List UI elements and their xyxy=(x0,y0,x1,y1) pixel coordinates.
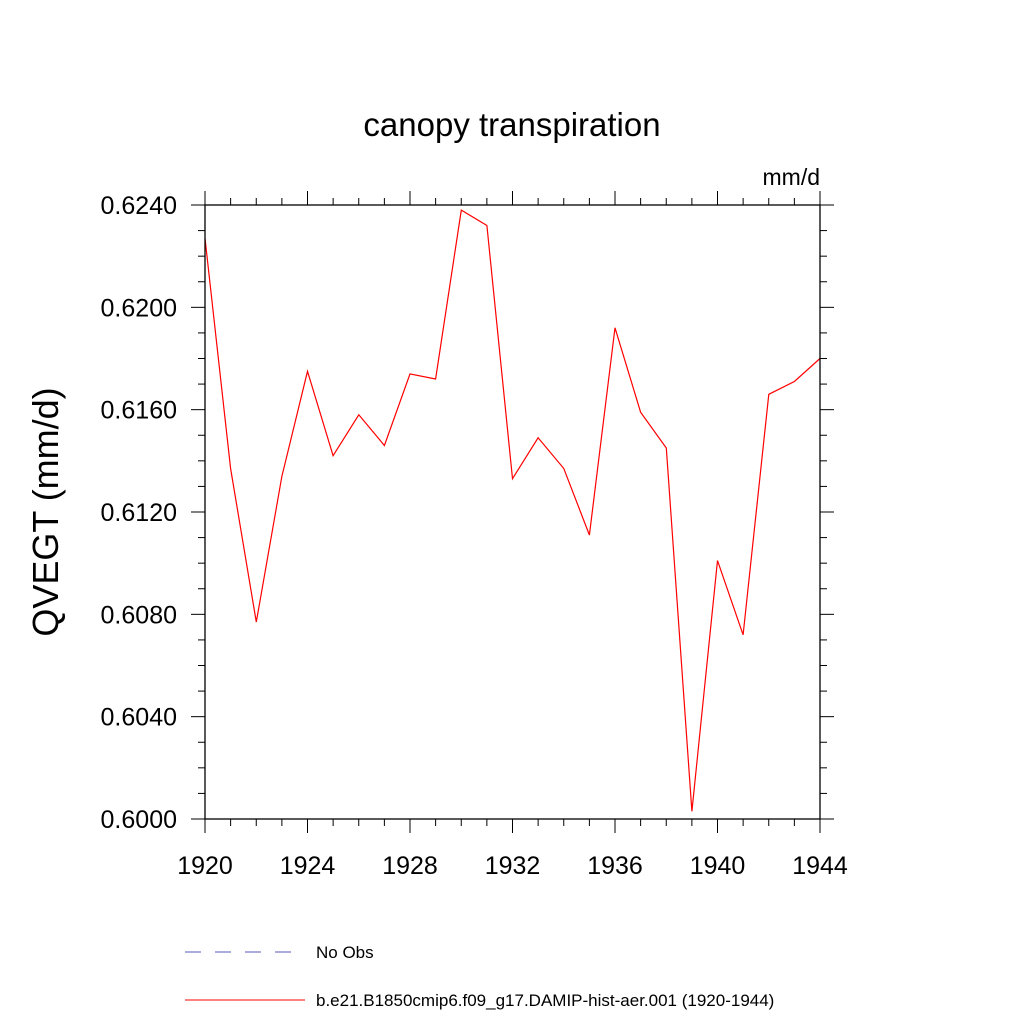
y-tick-label: 0.6080 xyxy=(101,601,177,629)
y-tick-label: 0.6040 xyxy=(101,704,177,732)
legend-label: b.e21.B1850cmip6.f09_g17.DAMIP-hist-aer.… xyxy=(316,991,774,1010)
x-tick-label: 1920 xyxy=(177,852,233,880)
legend-label: No Obs xyxy=(316,943,374,962)
y-tick-label: 0.6200 xyxy=(101,294,177,322)
x-tick-label: 1936 xyxy=(587,852,643,880)
y-tick-label: 0.6000 xyxy=(101,806,177,834)
series-line xyxy=(204,209,821,812)
x-tick-label: 1928 xyxy=(382,852,438,880)
plot-frame xyxy=(204,204,821,820)
y-tick-label: 0.6120 xyxy=(101,499,177,527)
y-tick-label: 0.6240 xyxy=(101,192,177,220)
x-tick-label: 1940 xyxy=(690,852,746,880)
plot-area xyxy=(204,209,821,812)
chart-title: canopy transpiration xyxy=(363,106,660,143)
units-label: mm/d xyxy=(763,164,821,190)
y-tick-label: 0.6160 xyxy=(101,397,177,425)
axis-ticks: 1920 1924 1928 1932 1936 1940 1944 0.6000 0.6040… xyxy=(101,191,848,880)
legend: No Obs b.e21.B1850cmip6.f09_g17.DAMIP-his… xyxy=(185,943,774,1010)
y-axis-label: QVEGT (mm/d) xyxy=(25,387,66,636)
x-tick-label: 1924 xyxy=(280,852,336,880)
x-tick-label: 1944 xyxy=(792,852,848,880)
x-tick-label: 1932 xyxy=(485,852,541,880)
